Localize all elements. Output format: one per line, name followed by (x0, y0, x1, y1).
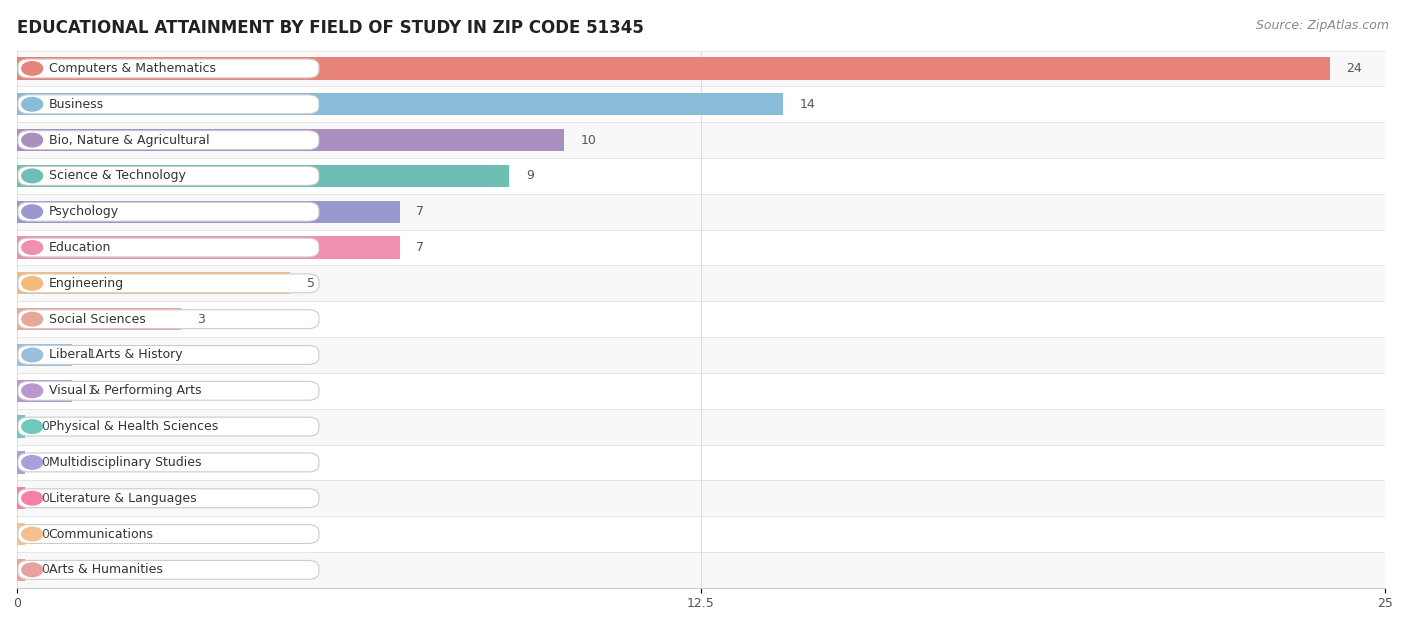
Bar (17, 229, 1385, 265)
Bar (17, 444, 1385, 480)
Text: 14: 14 (800, 98, 815, 111)
Bar (17, 415, 25, 438)
Bar (17, 87, 1385, 122)
FancyBboxPatch shape (18, 274, 319, 293)
Circle shape (22, 205, 42, 219)
Text: 1: 1 (89, 384, 96, 398)
Bar (17, 552, 1385, 588)
Text: Visual & Performing Arts: Visual & Performing Arts (49, 384, 201, 398)
Text: 10: 10 (581, 133, 596, 147)
Circle shape (22, 384, 42, 398)
Bar (17, 523, 25, 545)
FancyBboxPatch shape (18, 489, 319, 507)
Text: Multidisciplinary Studies: Multidisciplinary Studies (49, 456, 201, 469)
Text: Psychology: Psychology (49, 205, 118, 218)
FancyBboxPatch shape (18, 131, 319, 150)
FancyBboxPatch shape (18, 561, 319, 580)
Circle shape (22, 456, 42, 469)
Text: Communications: Communications (49, 528, 153, 540)
Text: 5: 5 (307, 277, 315, 290)
Bar (17, 236, 399, 258)
Bar (17, 409, 1385, 444)
Bar (17, 194, 1385, 229)
Text: 3: 3 (197, 313, 205, 325)
Bar (17, 265, 1385, 301)
Text: 7: 7 (416, 205, 425, 218)
FancyBboxPatch shape (18, 381, 319, 400)
Text: 0: 0 (42, 528, 49, 540)
FancyBboxPatch shape (18, 417, 319, 436)
FancyBboxPatch shape (18, 346, 319, 365)
Bar (17, 200, 399, 223)
Bar (17, 480, 1385, 516)
Circle shape (22, 492, 42, 505)
Bar (17, 122, 1385, 158)
Bar (17, 373, 1385, 409)
Text: Engineering: Engineering (49, 277, 124, 290)
Circle shape (22, 420, 42, 434)
Text: 0: 0 (42, 420, 49, 433)
Circle shape (22, 277, 42, 290)
Text: Bio, Nature & Agricultural: Bio, Nature & Agricultural (49, 133, 209, 147)
Circle shape (22, 97, 42, 111)
Bar (17, 158, 1385, 194)
Bar (17, 301, 1385, 337)
FancyBboxPatch shape (18, 525, 319, 544)
Text: Arts & Humanities: Arts & Humanities (49, 563, 163, 576)
Bar (17, 451, 25, 473)
FancyBboxPatch shape (18, 238, 319, 257)
Text: 1: 1 (89, 348, 96, 362)
Text: 7: 7 (416, 241, 425, 254)
Text: Physical & Health Sciences: Physical & Health Sciences (49, 420, 218, 433)
Bar (17, 559, 25, 581)
Bar (17, 129, 564, 151)
Circle shape (22, 241, 42, 254)
FancyBboxPatch shape (18, 166, 319, 185)
Circle shape (22, 348, 42, 362)
Text: Computers & Mathematics: Computers & Mathematics (49, 62, 215, 75)
Text: 24: 24 (1347, 62, 1362, 75)
Bar (17, 58, 1330, 80)
Bar (17, 272, 291, 295)
Text: Business: Business (49, 98, 104, 111)
Text: 9: 9 (526, 169, 534, 183)
Circle shape (22, 563, 42, 576)
Bar (17, 165, 509, 187)
Bar (17, 51, 1385, 87)
Circle shape (22, 169, 42, 183)
FancyBboxPatch shape (18, 202, 319, 221)
FancyBboxPatch shape (18, 453, 319, 472)
Bar (17, 308, 181, 331)
Circle shape (22, 312, 42, 326)
Text: 0: 0 (42, 563, 49, 576)
Text: 0: 0 (42, 492, 49, 505)
Bar (17, 380, 72, 402)
Text: Liberal Arts & History: Liberal Arts & History (49, 348, 183, 362)
Text: Social Sciences: Social Sciences (49, 313, 145, 325)
Circle shape (22, 133, 42, 147)
FancyBboxPatch shape (18, 59, 319, 78)
Bar (17, 344, 72, 366)
Circle shape (22, 527, 42, 541)
FancyBboxPatch shape (18, 310, 319, 329)
Bar (17, 487, 25, 509)
Bar (17, 516, 1385, 552)
Bar (17, 93, 783, 116)
Text: 0: 0 (42, 456, 49, 469)
Text: Literature & Languages: Literature & Languages (49, 492, 197, 505)
Text: Education: Education (49, 241, 111, 254)
Circle shape (22, 62, 42, 75)
FancyBboxPatch shape (18, 95, 319, 114)
Text: Source: ZipAtlas.com: Source: ZipAtlas.com (1256, 19, 1389, 32)
Text: EDUCATIONAL ATTAINMENT BY FIELD OF STUDY IN ZIP CODE 51345: EDUCATIONAL ATTAINMENT BY FIELD OF STUDY… (17, 19, 644, 37)
Text: Science & Technology: Science & Technology (49, 169, 186, 183)
Bar (17, 337, 1385, 373)
